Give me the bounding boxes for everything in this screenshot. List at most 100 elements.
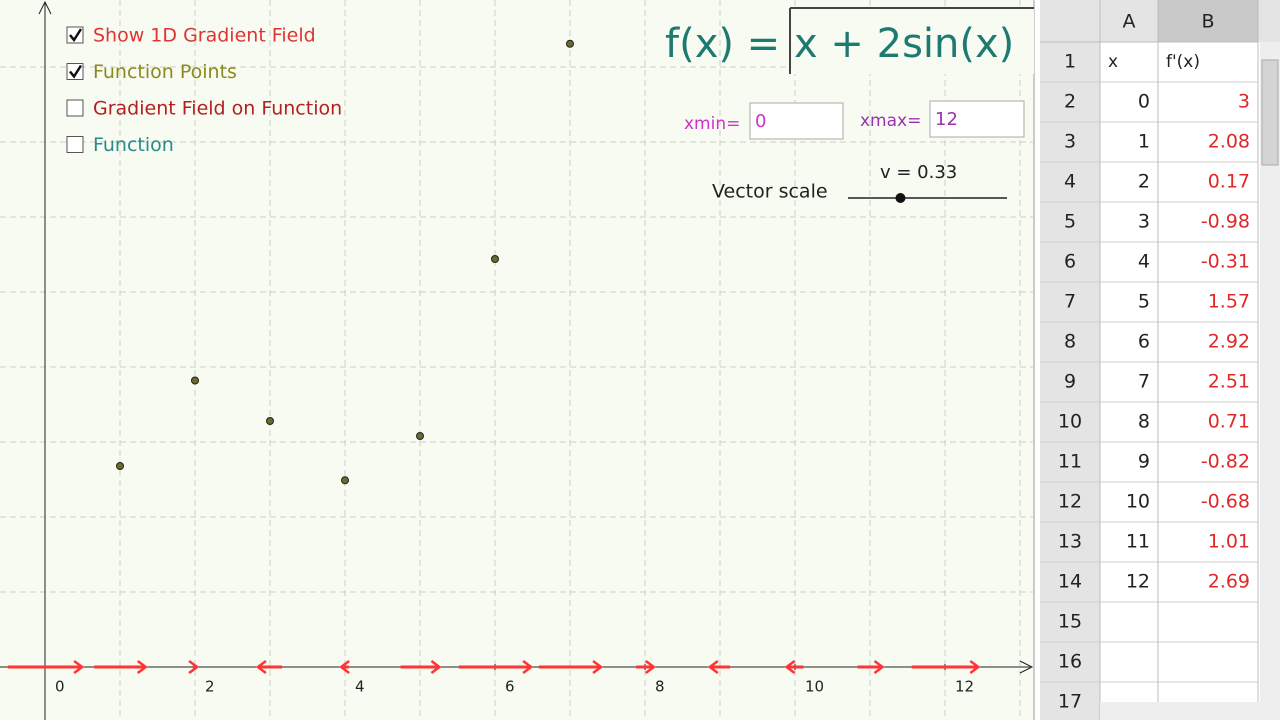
function-input[interactable] [790, 8, 1034, 74]
row-header[interactable]: 3 [1064, 131, 1076, 153]
arrow-head [255, 660, 267, 674]
xmin-input[interactable] [749, 102, 844, 140]
row-header[interactable]: 8 [1064, 331, 1076, 353]
cell[interactable]: 9 [1138, 451, 1150, 473]
x-tick-label: 8 [655, 678, 665, 696]
function-point [416, 432, 424, 440]
gradient-arrow [400, 660, 442, 674]
x-tick-label: 10 [805, 678, 824, 696]
row-header[interactable]: 13 [1058, 531, 1082, 553]
scroll-thumb[interactable] [1261, 59, 1279, 166]
gradient-arrow [538, 660, 604, 674]
row-header[interactable]: 14 [1058, 571, 1082, 593]
cell[interactable]: 3 [1238, 91, 1250, 113]
xmin-value[interactable]: 0 [755, 111, 766, 132]
arrow-head [645, 660, 656, 674]
cell[interactable]: f'(x) [1166, 52, 1200, 72]
row-header[interactable]: 1 [1064, 51, 1076, 73]
checkbox-label[interactable]: Function [93, 134, 174, 156]
row-header[interactable]: 4 [1064, 171, 1076, 193]
cell[interactable]: 2.51 [1208, 371, 1250, 393]
row-header[interactable]: 11 [1058, 451, 1082, 473]
cell[interactable]: 6 [1138, 331, 1150, 353]
cell[interactable]: 8 [1138, 411, 1150, 433]
cell[interactable]: 3 [1138, 211, 1150, 233]
gradient-arrow [94, 660, 148, 674]
cell[interactable]: 12 [1126, 571, 1150, 593]
xmax-input[interactable] [929, 100, 1025, 138]
x-tick-label: 6 [505, 678, 515, 696]
checkbox[interactable] [66, 136, 84, 153]
arrow-head [73, 660, 85, 674]
cell[interactable]: 2.92 [1208, 331, 1250, 353]
gradient-arrow [255, 660, 283, 674]
gradient-arrow [339, 660, 350, 674]
row-header-bar [1040, 42, 1100, 720]
row-header[interactable]: 7 [1064, 291, 1076, 313]
cell[interactable]: 2.69 [1208, 571, 1250, 593]
cell[interactable]: 0.71 [1208, 411, 1250, 433]
row-header[interactable]: 5 [1064, 211, 1076, 233]
row-header[interactable]: 6 [1064, 251, 1076, 273]
cell[interactable]: -0.98 [1201, 211, 1250, 233]
slider-knob[interactable] [895, 193, 906, 203]
x-tick-label: 4 [355, 678, 365, 696]
x-tick-label: 12 [955, 678, 974, 696]
function-point [566, 39, 574, 48]
xmin-label: xmin= [684, 114, 740, 134]
column-b-header [1158, 0, 1258, 42]
cell[interactable]: 0.17 [1208, 171, 1250, 193]
function-point [116, 462, 124, 470]
horizontal-scrollbar[interactable] [1100, 702, 1260, 720]
arrow-head [430, 660, 442, 674]
gradient-arrow [911, 660, 981, 674]
row-header[interactable]: 16 [1058, 651, 1082, 673]
cell[interactable]: 5 [1138, 291, 1150, 313]
arrow-head [784, 660, 796, 674]
function-point [491, 255, 499, 263]
arrow-head [188, 660, 200, 674]
slider-value: v = 0.33 [880, 162, 957, 183]
gradient-arrow [636, 660, 656, 674]
x-axis-arrow [1019, 660, 1034, 674]
cell[interactable]: 1.01 [1208, 531, 1250, 553]
cell[interactable]: -0.31 [1201, 251, 1250, 273]
y-axis-arrow [38, 0, 52, 15]
checkbox[interactable] [66, 99, 84, 117]
arrow-head [136, 660, 148, 674]
checkbox-label[interactable]: Show 1D Gradient Field [93, 25, 316, 47]
column-header[interactable]: A [1123, 11, 1136, 33]
cell[interactable]: 0 [1138, 91, 1150, 113]
function-expression: x + 2sin(x) [794, 21, 1014, 67]
xmax-value[interactable]: 12 [935, 109, 958, 130]
cell[interactable]: -0.82 [1201, 451, 1250, 473]
cell[interactable]: 2 [1138, 171, 1150, 193]
row-header[interactable]: 9 [1064, 371, 1076, 393]
cell[interactable]: -0.68 [1201, 491, 1250, 513]
cell[interactable]: 1.57 [1208, 291, 1250, 313]
cell[interactable]: 2.08 [1208, 131, 1250, 153]
function-point [191, 376, 199, 385]
gradient-arrow [857, 660, 885, 674]
column-header[interactable]: B [1201, 11, 1214, 33]
slider-label: Vector scale [712, 181, 828, 203]
row-header[interactable]: 2 [1064, 91, 1076, 113]
cell[interactable]: 7 [1138, 371, 1150, 393]
row-header[interactable]: 10 [1058, 411, 1082, 433]
cell[interactable]: 10 [1126, 491, 1150, 513]
row-header[interactable]: 17 [1058, 691, 1082, 713]
cell[interactable]: 4 [1138, 251, 1150, 273]
gradient-arrow [707, 660, 731, 674]
checkbox-label[interactable]: Function Points [93, 61, 237, 83]
row-header[interactable]: 12 [1058, 491, 1082, 513]
vertical-scrollbar[interactable] [1260, 42, 1280, 720]
cell[interactable]: 11 [1126, 531, 1150, 553]
checkbox-label[interactable]: Gradient Field on Function [93, 98, 342, 120]
gradient-arrow [7, 660, 85, 674]
cell[interactable]: 1 [1138, 131, 1150, 153]
cell[interactable]: x [1108, 52, 1118, 72]
function-prefix: f(x) = [665, 21, 780, 67]
row-header[interactable]: 15 [1058, 611, 1082, 633]
arrow-head [707, 660, 719, 674]
